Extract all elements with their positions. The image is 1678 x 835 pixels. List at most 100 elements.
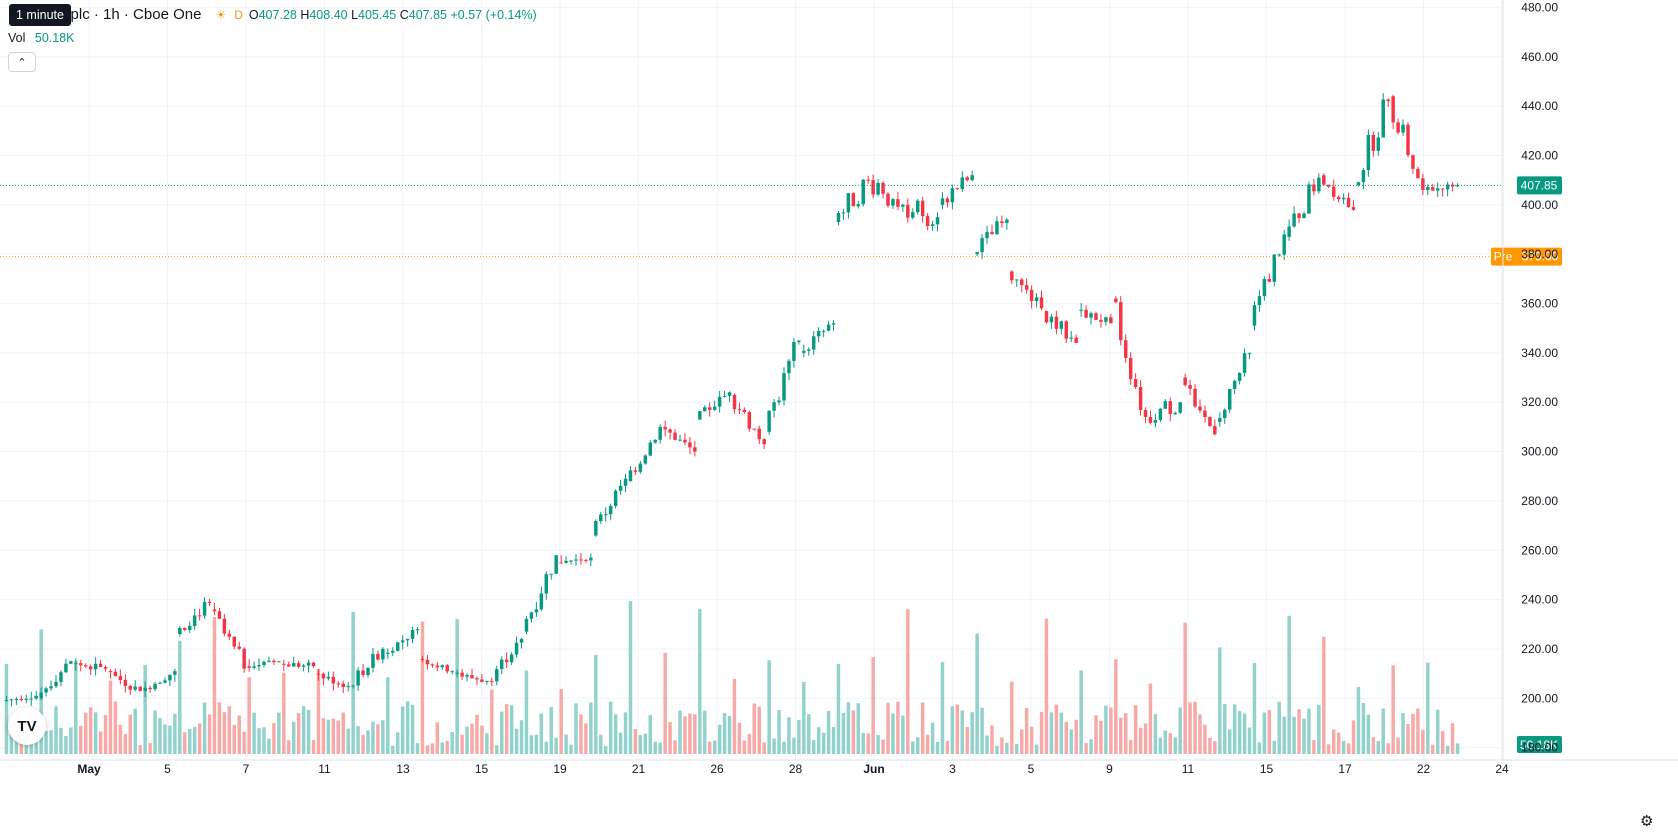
volume-bar — [316, 668, 321, 754]
volume-bar — [1099, 720, 1103, 754]
volume-bar — [911, 741, 915, 754]
candle-body — [603, 514, 608, 516]
volume-bar — [618, 732, 623, 754]
candle-body — [1247, 352, 1252, 354]
volume-bar — [143, 664, 147, 754]
candle-body — [1000, 221, 1004, 224]
candle-body — [311, 662, 316, 667]
volume-bar — [267, 738, 271, 754]
volume-bar — [990, 725, 994, 754]
candle-body — [1005, 219, 1009, 224]
volume-bar — [381, 720, 385, 754]
volume-bar — [623, 712, 628, 754]
volume-bar — [257, 728, 261, 754]
volume-bar — [1015, 743, 1019, 754]
volume-bar — [975, 633, 979, 754]
volume-bar — [643, 733, 648, 754]
volume-bar — [985, 735, 989, 754]
close-value: 407.85 — [408, 7, 448, 22]
volume-bar — [435, 722, 440, 754]
candle-body — [599, 514, 603, 522]
candle-body — [1094, 313, 1098, 320]
candle-body — [108, 671, 113, 673]
candle-body — [465, 675, 469, 677]
volume-bar — [1029, 726, 1034, 754]
settings-gear-icon[interactable]: ⚙ — [1640, 813, 1654, 830]
candle-body — [450, 671, 454, 673]
volume-bar — [495, 745, 499, 754]
volume-bar — [1431, 744, 1435, 754]
volume-bar — [594, 654, 598, 754]
volume-bar — [113, 701, 118, 754]
candle-body — [539, 593, 544, 610]
candles — [4, 93, 1460, 707]
volume-bar — [693, 714, 697, 754]
volume-bar — [326, 719, 331, 754]
volume-bar — [1059, 712, 1064, 754]
volume-bar — [821, 732, 826, 754]
candle-body — [49, 686, 53, 689]
candle-body — [1153, 419, 1158, 423]
candle-body — [282, 663, 286, 665]
volume-bar — [569, 744, 573, 754]
volume-bar — [970, 712, 974, 754]
candle-body — [1351, 207, 1356, 210]
candle-body — [321, 673, 326, 679]
volume-bar — [836, 664, 841, 754]
tradingview-logo[interactable]: TV — [8, 707, 46, 745]
candle-body — [499, 659, 504, 670]
volume-bar — [930, 722, 935, 754]
volume-bar — [485, 733, 489, 754]
volume-bar — [252, 712, 256, 754]
volume-bar — [54, 706, 58, 754]
candle-body — [267, 660, 271, 662]
candle-body — [886, 193, 890, 206]
volume-bar — [1069, 729, 1073, 754]
candle-body — [623, 478, 628, 486]
volume-bar — [683, 716, 687, 754]
candle-body — [1391, 96, 1395, 123]
candle-body — [504, 659, 509, 663]
volume-bar — [727, 715, 732, 754]
volume-bar — [554, 737, 558, 754]
volume-bar — [673, 740, 677, 754]
candle-body — [64, 663, 68, 673]
candle-body — [227, 633, 232, 637]
candle-body — [1421, 178, 1425, 190]
volume-bar — [272, 723, 276, 754]
candle-body — [613, 490, 618, 506]
candle-body — [866, 179, 870, 181]
candle-body — [495, 669, 499, 682]
volume-bar — [1163, 730, 1168, 754]
volume-bar — [64, 735, 68, 754]
candle-body — [618, 485, 623, 491]
candle-body — [1252, 305, 1257, 326]
candle-body — [1069, 337, 1073, 339]
volume-bar — [44, 731, 48, 754]
volume-bar — [603, 745, 608, 754]
collapse-legend-button[interactable]: ⌃ — [8, 52, 36, 72]
candle-body — [445, 665, 449, 672]
candle-body — [356, 670, 360, 686]
candle-body — [346, 685, 350, 687]
candle-body — [807, 349, 811, 351]
candle-body — [1198, 406, 1202, 411]
candle-body — [1019, 279, 1024, 286]
candle-body — [148, 687, 152, 690]
candle-body — [970, 175, 974, 181]
candle-body — [767, 410, 771, 432]
volume-bar — [1406, 724, 1410, 754]
candle-body — [381, 648, 385, 660]
volume-bar — [376, 724, 380, 754]
time-tick-label: 7 — [243, 762, 250, 776]
volume-bar — [1277, 701, 1281, 754]
volume-bar — [1198, 714, 1202, 754]
candle-body — [19, 699, 24, 701]
candle-body — [1336, 196, 1341, 200]
volume-axis-label: 50.18K — [1520, 738, 1558, 752]
candle-body — [69, 661, 73, 664]
volume-bar — [1109, 707, 1113, 754]
volume-bar — [98, 731, 103, 754]
volume-bar — [1247, 727, 1252, 754]
